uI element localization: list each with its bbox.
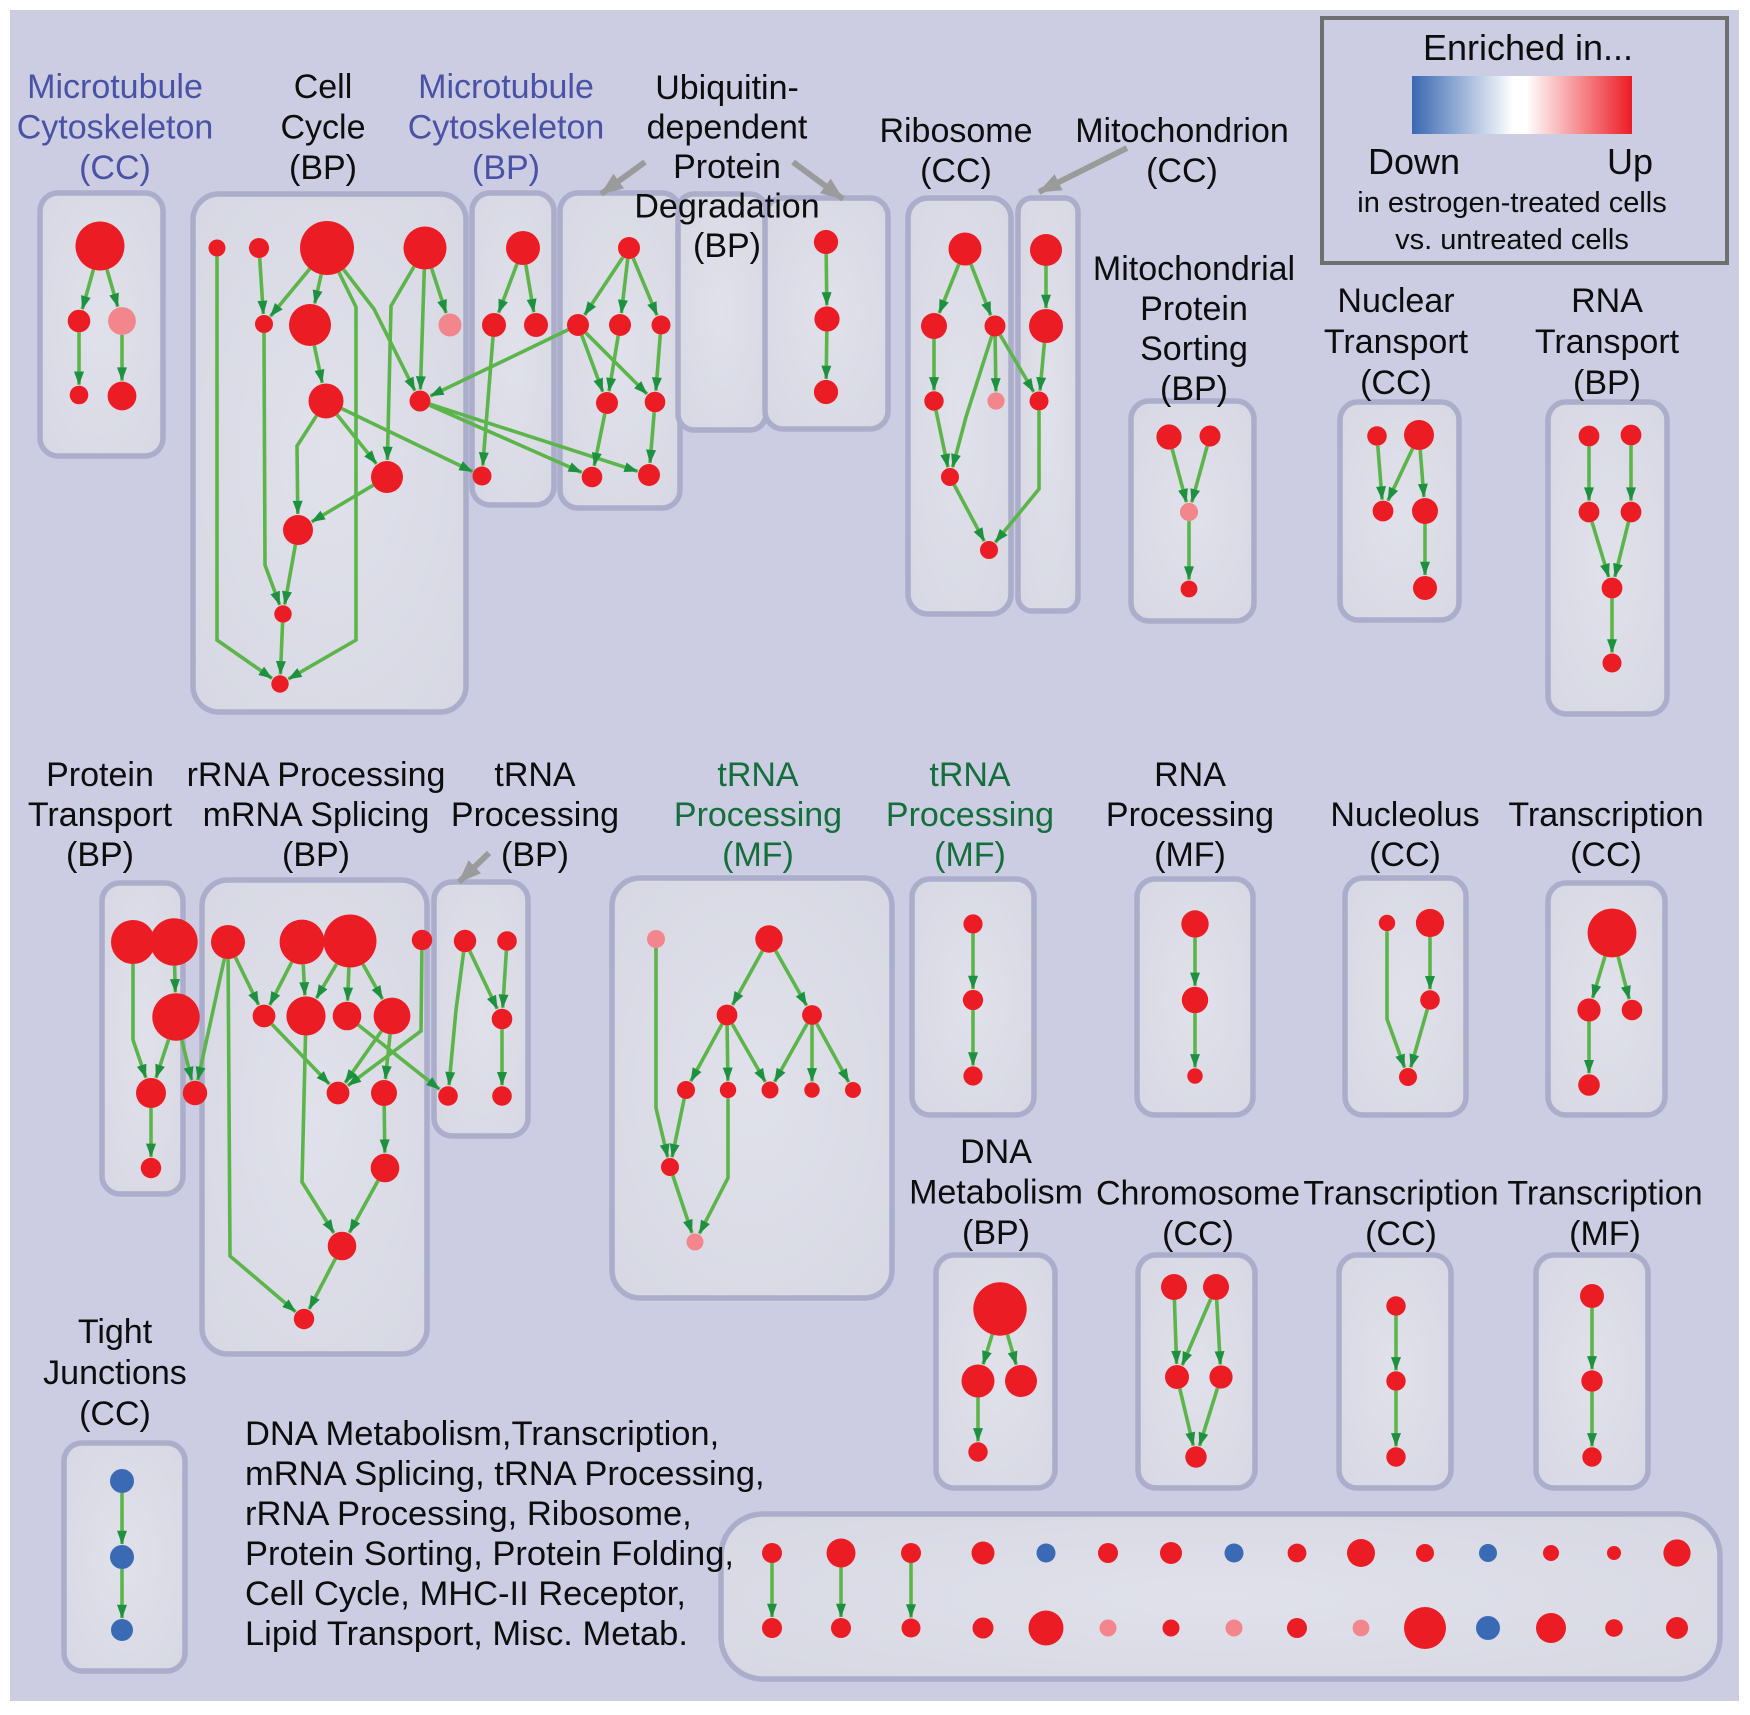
svg-text:Protein Sorting, Protein Foldi: Protein Sorting, Protein Folding, (245, 1535, 734, 1573)
svg-text:(BP): (BP) (1573, 364, 1641, 402)
svg-text:Metabolism: Metabolism (909, 1174, 1083, 1212)
svg-text:in estrogen-treated cells: in estrogen-treated cells (1357, 187, 1667, 219)
svg-text:Degradation: Degradation (634, 188, 819, 226)
svg-text:Junctions: Junctions (43, 1354, 187, 1392)
svg-text:(BP): (BP) (66, 836, 134, 874)
svg-text:(BP): (BP) (472, 149, 540, 187)
svg-text:Processing: Processing (1106, 796, 1274, 834)
svg-text:Microtubule: Microtubule (418, 68, 594, 106)
svg-text:(BP): (BP) (501, 836, 569, 874)
svg-text:Processing: Processing (674, 796, 842, 834)
svg-text:Microtubule: Microtubule (27, 68, 203, 106)
svg-text:(BP): (BP) (282, 836, 350, 874)
svg-text:Ribosome: Ribosome (879, 112, 1032, 150)
svg-text:mRNA Splicing: mRNA Splicing (203, 796, 430, 834)
svg-text:Transport: Transport (28, 796, 173, 834)
svg-text:(CC): (CC) (79, 1395, 151, 1433)
svg-text:(CC): (CC) (1146, 152, 1218, 190)
svg-text:Cell Cycle, MHC-II Receptor,: Cell Cycle, MHC-II Receptor, (245, 1575, 686, 1613)
svg-text:(BP): (BP) (289, 149, 357, 187)
svg-text:Cell: Cell (294, 68, 353, 106)
svg-text:(CC): (CC) (1369, 836, 1441, 874)
svg-text:Transcription: Transcription (1508, 796, 1703, 834)
svg-text:Cytoskeleton: Cytoskeleton (408, 109, 605, 147)
svg-text:Mitochondrion: Mitochondrion (1075, 112, 1289, 150)
svg-text:rRNA Processing, Ribosome,: rRNA Processing, Ribosome, (245, 1495, 692, 1533)
svg-text:Mitochondrial: Mitochondrial (1093, 250, 1295, 288)
svg-text:(CC): (CC) (1365, 1215, 1437, 1253)
svg-text:(CC): (CC) (1570, 836, 1642, 874)
svg-text:(CC): (CC) (79, 149, 151, 187)
svg-text:DNA Metabolism,Transcription,: DNA Metabolism,Transcription, (245, 1415, 719, 1453)
svg-text:RNA: RNA (1571, 282, 1643, 320)
svg-text:tRNA: tRNA (494, 756, 576, 794)
svg-text:Tight: Tight (78, 1313, 153, 1351)
svg-text:Cycle: Cycle (280, 109, 365, 147)
svg-text:vs. untreated cells: vs. untreated cells (1395, 224, 1629, 256)
svg-text:Nuclear: Nuclear (1337, 282, 1454, 320)
svg-text:Cytoskeleton: Cytoskeleton (17, 109, 214, 147)
svg-text:mRNA Splicing, tRNA Processing: mRNA Splicing, tRNA Processing, (245, 1455, 765, 1493)
svg-text:(CC): (CC) (1162, 1215, 1234, 1253)
svg-text:Ubiquitin-: Ubiquitin- (655, 69, 799, 107)
svg-text:Chromosome: Chromosome (1096, 1175, 1300, 1213)
svg-text:tRNA: tRNA (929, 756, 1011, 794)
svg-text:Enriched in...: Enriched in... (1423, 27, 1633, 68)
svg-text:Lipid Transport, Misc. Metab.: Lipid Transport, Misc. Metab. (245, 1615, 688, 1653)
svg-text:(MF): (MF) (722, 836, 794, 874)
svg-text:rRNA Processing: rRNA Processing (187, 756, 446, 794)
svg-text:(BP): (BP) (962, 1214, 1030, 1252)
svg-text:DNA: DNA (960, 1133, 1032, 1171)
svg-text:(BP): (BP) (693, 227, 761, 265)
svg-text:(CC): (CC) (920, 152, 992, 190)
svg-text:Processing: Processing (451, 796, 619, 834)
svg-text:(MF): (MF) (934, 836, 1006, 874)
svg-text:(MF): (MF) (1569, 1215, 1641, 1253)
svg-text:dependent: dependent (647, 109, 808, 147)
svg-text:Transcription: Transcription (1507, 1175, 1702, 1213)
svg-text:Down: Down (1368, 141, 1460, 182)
svg-text:Up: Up (1607, 141, 1653, 182)
svg-text:Nucleolus: Nucleolus (1330, 796, 1479, 834)
svg-text:RNA: RNA (1154, 756, 1226, 794)
svg-text:Sorting: Sorting (1140, 330, 1248, 368)
svg-text:Protein: Protein (46, 756, 154, 794)
svg-text:tRNA: tRNA (717, 756, 799, 794)
svg-text:Protein: Protein (673, 148, 781, 186)
svg-text:Transport: Transport (1324, 323, 1469, 361)
svg-text:Transcription: Transcription (1303, 1175, 1498, 1213)
svg-text:(BP): (BP) (1160, 370, 1228, 408)
svg-text:(MF): (MF) (1154, 836, 1226, 874)
svg-text:Transport: Transport (1535, 323, 1680, 361)
svg-text:Protein: Protein (1140, 290, 1248, 328)
svg-text:Processing: Processing (886, 796, 1054, 834)
svg-text:(CC): (CC) (1360, 364, 1432, 402)
